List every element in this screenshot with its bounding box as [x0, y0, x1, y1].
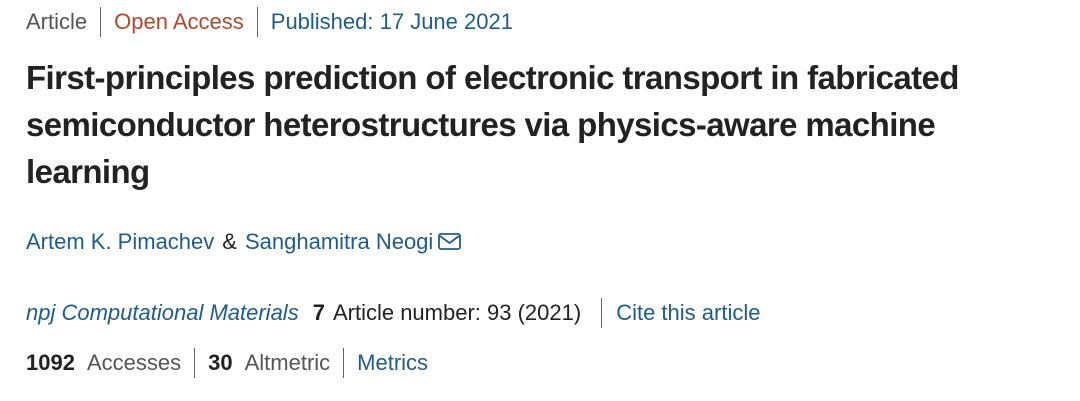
altmetric-count: 30 — [208, 350, 233, 375]
author-link[interactable]: Sanghamitra Neogi — [244, 229, 434, 254]
cite-link[interactable]: Cite this article — [616, 300, 761, 325]
volume: 7 — [312, 300, 325, 325]
journal-name[interactable]: npj Computational Materials — [26, 300, 299, 325]
metrics: 1092 Accesses 30 Altmetric Metrics — [26, 348, 428, 378]
author-separator: & — [222, 229, 237, 254]
article-meta: Article Open Access Published: 17 June 2… — [26, 7, 513, 37]
separator — [601, 298, 603, 328]
authors: Artem K. Pimachev & Sanghamitra Neogi — [26, 228, 463, 256]
accesses-label: Accesses — [86, 350, 182, 375]
author-link[interactable]: Artem K. Pimachev — [26, 229, 215, 254]
separator — [256, 7, 258, 37]
metrics-link[interactable]: Metrics — [357, 350, 429, 375]
article-number: Article number: 93 (2021) — [332, 300, 582, 325]
access-type: Open Access — [114, 9, 244, 34]
separator — [343, 348, 345, 378]
article-type: Article — [26, 9, 88, 34]
separator — [100, 7, 102, 37]
published-date: Published: 17 June 2021 — [270, 9, 513, 34]
email-icon[interactable] — [437, 232, 463, 252]
citation: npj Computational Materials 7 Article nu… — [26, 298, 760, 328]
accesses-count: 1092 — [26, 350, 75, 375]
article-title: First-principles prediction of electroni… — [26, 59, 959, 190]
altmetric-label: Altmetric — [244, 350, 331, 375]
separator — [194, 348, 196, 378]
